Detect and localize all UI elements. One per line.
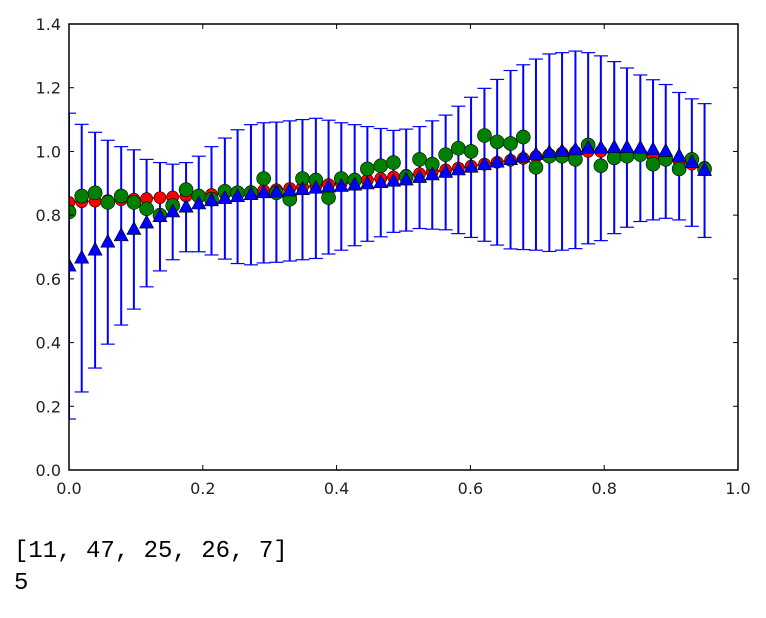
- output-count: 5: [14, 570, 29, 597]
- plot-area: [69, 50, 713, 420]
- plot-figure: 0.0 0.2 0.4 0.6 0.8 1.0 0.0 0.2 0.4 0.6 0.8 1.0 1.2…: [35, 15, 751, 498]
- x-tick-label: 0.0: [56, 479, 81, 498]
- x-tick-label: 0.4: [324, 479, 349, 498]
- x-axis: 0.0 0.2 0.4 0.6 0.8 1.0: [56, 24, 751, 498]
- x-tick-label: 0.6: [458, 479, 483, 498]
- y-axis: 0.0 0.2 0.4 0.6 0.8 1.0 1.2 1.4: [36, 15, 738, 480]
- y-tick-label: 0.6: [36, 270, 61, 289]
- axes-frame: [68, 23, 739, 471]
- y-tick-label: 0.0: [36, 461, 61, 480]
- y-tick-label: 1.2: [36, 79, 61, 98]
- x-tick-label: 1.0: [725, 479, 750, 498]
- mean-markers: [69, 138, 713, 272]
- output-list: [11, 47, 25, 26, 7]: [14, 538, 288, 565]
- y-tick-label: 0.2: [36, 397, 61, 416]
- y-tick-label: 0.8: [36, 206, 61, 225]
- y-tick-label: 0.4: [36, 334, 61, 353]
- x-tick-label: 0.8: [591, 479, 616, 498]
- x-tick-label: 0.2: [190, 479, 215, 498]
- y-tick-label: 1.4: [36, 15, 61, 34]
- y-tick-label: 1.0: [36, 142, 61, 161]
